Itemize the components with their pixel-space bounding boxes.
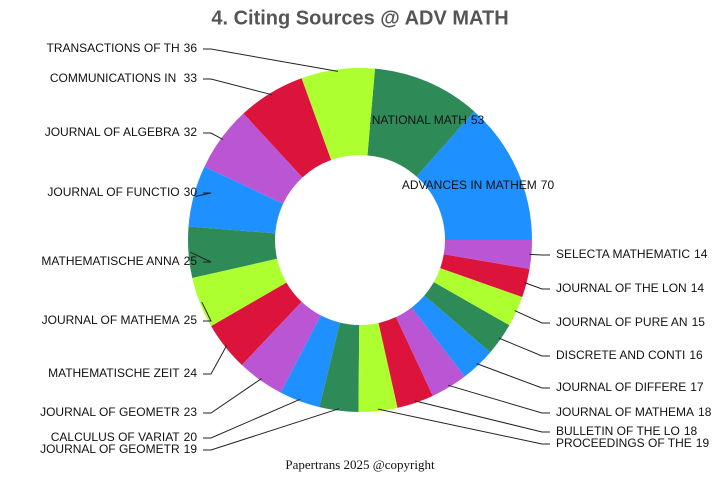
leader-line — [203, 48, 339, 72]
slice-value: 16 — [689, 348, 703, 362]
slice-name: JOURNAL OF DIFFERE — [556, 380, 686, 394]
slice-name: BULLETIN OF THE LO — [556, 424, 680, 438]
leader-line — [529, 253, 550, 256]
donut-slice — [211, 282, 302, 366]
donut-slice — [433, 268, 523, 326]
donut-slice — [411, 295, 491, 377]
slice-value: 23 — [184, 405, 198, 419]
donut-slice — [188, 166, 284, 234]
slice-name: JOURNAL OF MATHEMA — [556, 405, 694, 419]
slice-value: 19 — [696, 436, 710, 450]
leader-line — [201, 301, 212, 322]
slice-value: 20 — [184, 430, 198, 444]
slice-name: JOURNAL OF MATHEMA — [42, 313, 180, 327]
donut-slice — [188, 226, 278, 279]
donut-slice — [395, 307, 465, 396]
slice-value: 18 — [684, 424, 698, 438]
slice-name: PROCEEDINGS OF THE — [556, 436, 692, 450]
slice-label: MATHEMATISCHE ANNA 25 — [41, 254, 197, 268]
donut-slice — [367, 68, 475, 177]
slice-value: 32 — [184, 125, 198, 139]
slice-label: SELECTA MATHEMATIC 14 — [556, 247, 708, 261]
slice-label: TRANSACTIONS OF TH 36 — [47, 41, 198, 55]
slice-name: SELECTA MATHEMATIC — [556, 247, 690, 261]
slice-value: 24 — [184, 366, 198, 380]
donut-slice — [204, 113, 303, 204]
slice-value: 19 — [184, 442, 198, 456]
slice-value: 30 — [184, 185, 198, 199]
leader-line — [203, 408, 340, 451]
slice-name: MATHEMATISCHE ZEIT — [48, 366, 180, 380]
slice-name: CALCULUS OF VARIAT — [51, 430, 181, 444]
slice-name: JOURNAL OF GEOMETR — [40, 442, 180, 456]
leader-line — [190, 251, 212, 263]
leader-line — [514, 310, 550, 324]
donut-slice — [378, 317, 433, 408]
slice-name: ADVANCES IN MATHEM — [402, 178, 537, 192]
slice-name: TRANSACTIONS OF TH — [47, 41, 180, 55]
slice-value: 15 — [692, 315, 706, 329]
slice-value: 14 — [694, 247, 708, 261]
donut-slice — [280, 315, 340, 408]
slice-label: JOURNAL OF MATHEMA 18 — [556, 405, 712, 419]
slice-name: JOURNAL OF THE LON — [556, 281, 687, 295]
leader-line — [203, 78, 272, 96]
slice-name: DISCRETE AND CONTI — [556, 348, 685, 362]
slice-value: 25 — [184, 254, 198, 268]
leader-line — [448, 384, 550, 414]
leader-line — [498, 337, 550, 357]
donut-slice — [443, 240, 532, 269]
slice-label: JOURNAL OF ALGEBRA 32 — [45, 125, 198, 139]
leader-line — [195, 192, 212, 197]
donut-slice — [358, 322, 398, 412]
slice-name: MATHEMATISCHE ANNA — [41, 254, 179, 268]
slice-name: JOURNAL OF ALGEBRA — [45, 125, 180, 139]
slice-label: CALCULUS OF VARIAT 20 — [51, 430, 198, 444]
slice-value: 17 — [690, 380, 704, 394]
slice-label: ADVANCES IN MATHEM 70 — [402, 178, 555, 192]
slice-label: JOURNAL OF PURE AN 15 — [556, 315, 705, 329]
donut-slice — [319, 322, 360, 412]
donut-slice — [241, 301, 321, 393]
slice-value: 70 — [541, 178, 555, 192]
slice-value: 33 — [184, 71, 198, 85]
leader-line — [203, 378, 262, 414]
leader-line — [414, 400, 550, 433]
slice-name: JOURNAL OF FUNCTIO — [47, 185, 179, 199]
slice-label: JOURNAL OF GEOMETR 23 — [40, 405, 197, 419]
slice-label: MATHEMATISCHE ZEIT 24 — [48, 366, 197, 380]
slice-label: JOURNAL OF DIFFERE 17 — [556, 380, 704, 394]
donut-slice — [416, 111, 532, 240]
slice-value: 18 — [698, 405, 712, 419]
slice-label: JOURNAL OF FUNCTIO 30 — [47, 185, 197, 199]
donut-slice — [301, 68, 376, 161]
slice-value: 36 — [184, 41, 198, 55]
chart-title: 4. Citing Sources @ ADV MATH — [211, 7, 508, 29]
slice-value: 53 — [471, 113, 485, 127]
leader-line — [524, 282, 550, 290]
donut-slice — [192, 258, 287, 327]
donut-slice — [424, 282, 510, 353]
slice-name: COMMUNICATIONS IN — [50, 71, 180, 85]
donut-slice — [243, 78, 332, 178]
donut-slice — [440, 254, 530, 297]
leader-line — [377, 408, 550, 445]
slice-label: JOURNAL OF MATHEMA 25 — [42, 313, 198, 327]
slice-label: COMMUNICATIONS IN 33 — [50, 71, 197, 85]
slice-value: 14 — [691, 281, 705, 295]
leader-line — [203, 345, 228, 375]
slice-label: JOURNAL OF THE LON 14 — [556, 281, 704, 295]
slice-label: BULLETIN OF THE LO 18 — [556, 424, 697, 438]
slice-name: JOURNAL OF PURE AN — [556, 315, 688, 329]
leader-line — [203, 398, 301, 439]
leader-line — [476, 363, 550, 389]
leader-line — [203, 132, 224, 140]
slice-label: DISCRETE AND CONTI 16 — [556, 348, 703, 362]
slice-value: 25 — [184, 313, 198, 327]
slice-name: JOURNAL OF GEOMETR — [40, 405, 180, 419]
slice-label: JOURNAL OF GEOMETR 19 — [40, 442, 197, 456]
footer: Papertrans 2025 @copyright — [285, 457, 435, 472]
slice-label: PROCEEDINGS OF THE 19 — [556, 436, 709, 450]
